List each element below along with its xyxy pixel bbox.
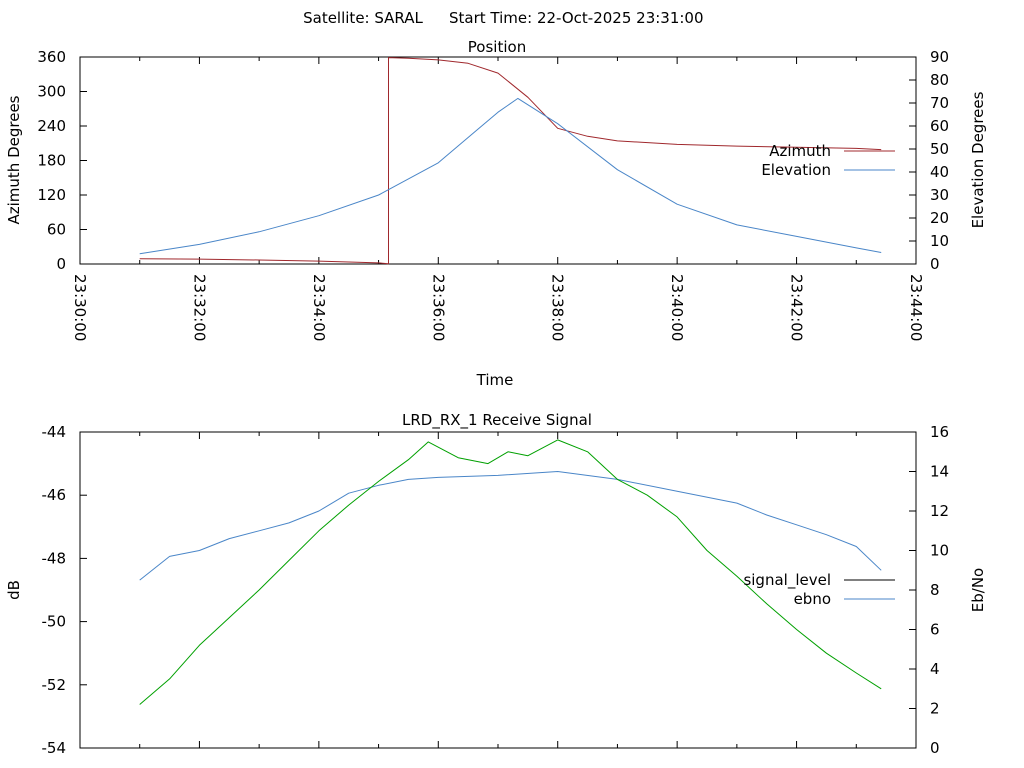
- position-y2-ticks: 0 10 20 30 40 50 60 70 80 90: [909, 48, 949, 273]
- y-tick-label: -52: [42, 676, 67, 694]
- y2-tick-label: 10: [930, 232, 949, 250]
- x-tick-label: 23:34:00: [310, 274, 328, 341]
- y-tick-label: -46: [42, 486, 67, 504]
- position-x-ticks: 23:30:00 23:32:00 23:34:00 23:36:00 23:38:00…: [71, 57, 925, 341]
- signal-x-ticks: [79, 432, 917, 748]
- y-tick-label: 180: [37, 152, 66, 170]
- y-tick-label: 360: [37, 48, 66, 66]
- y2-tick-label: 30: [930, 186, 949, 204]
- x-tick-label: 23:38:00: [549, 274, 567, 341]
- y2-tick-label: 0: [930, 255, 940, 273]
- y-tick-label: -54: [42, 739, 67, 757]
- series-line-azimuth: [139, 57, 882, 265]
- legend-signal-level-label: signal_level: [743, 571, 831, 590]
- legend-azimuth-label: Azimuth: [769, 142, 831, 160]
- y2-tick-label: 6: [930, 621, 940, 639]
- y-tick-label: 300: [37, 83, 66, 101]
- y2-tick-label: 10: [930, 542, 949, 560]
- y2-tick-label: 80: [930, 71, 949, 89]
- y-tick-label: 0: [56, 255, 66, 273]
- header-start-time: Start Time: 22-Oct-2025 23:31:00: [449, 9, 704, 27]
- y2-tick-label: 2: [930, 700, 940, 718]
- y2-tick-label: 50: [930, 140, 949, 158]
- y2-tick-label: 4: [930, 660, 940, 678]
- position-legend: Azimuth Elevation: [761, 142, 895, 179]
- position-x-axis-label: Time: [476, 371, 514, 389]
- x-tick-label: 23:44:00: [907, 274, 925, 341]
- position-y2-axis-label: Elevation Degrees: [969, 91, 987, 228]
- series-line-elevation: [139, 97, 882, 255]
- position-chart: Position 23:30:00 23:32:00 23:34:00 23:36:0…: [5, 38, 987, 389]
- x-tick-label: 23:42:00: [788, 274, 806, 341]
- signal-y2-ticks: 0 2 4 6 8 10 12 14 16: [909, 423, 949, 757]
- signal-series: [139, 439, 882, 705]
- y-tick-label: 60: [47, 221, 66, 239]
- x-tick-label: 23:30:00: [71, 274, 89, 341]
- position-y-ticks: 0 60 120 180 240 300 360: [37, 48, 87, 273]
- legend-elevation-label: Elevation: [761, 161, 831, 179]
- x-tick-label: 23:36:00: [429, 274, 447, 341]
- signal-y-axis-label: dB: [5, 580, 23, 600]
- y2-tick-label: 70: [930, 94, 949, 112]
- signal-y2-axis-label: Eb/No: [969, 568, 987, 612]
- signal-plot-frame: [79, 431, 917, 749]
- signal-legend: signal_level ebno: [743, 571, 895, 608]
- series-line-ebno: [139, 439, 882, 705]
- y2-tick-label: 16: [930, 423, 949, 441]
- y2-tick-label: 90: [930, 48, 949, 66]
- y2-tick-label: 12: [930, 502, 949, 520]
- signal-chart-title: LRD_RX_1 Receive Signal: [402, 411, 592, 430]
- position-series: [139, 57, 882, 265]
- y2-tick-label: 14: [930, 463, 949, 481]
- position-chart-title: Position: [468, 38, 526, 56]
- y2-tick-label: 40: [930, 163, 949, 181]
- y-tick-label: -48: [42, 549, 67, 567]
- y2-tick-label: 0: [930, 739, 940, 757]
- position-y-axis-label: Azimuth Degrees: [5, 95, 23, 224]
- legend-ebno-label: ebno: [794, 590, 831, 608]
- y-tick-label: 120: [37, 186, 66, 204]
- x-tick-label: 23:40:00: [668, 274, 686, 341]
- y-tick-label: -50: [42, 613, 67, 631]
- y2-tick-label: 20: [930, 209, 949, 227]
- y2-tick-label: 60: [930, 117, 949, 135]
- signal-y-ticks: -54 -52 -50 -48 -46 -44: [42, 423, 87, 757]
- header-satellite: Satellite: SARAL: [303, 9, 423, 27]
- x-tick-label: 23:32:00: [190, 274, 208, 341]
- y-tick-label: 240: [37, 117, 66, 135]
- series-line-signal-level: [139, 471, 882, 581]
- y2-tick-label: 8: [930, 581, 940, 599]
- y-tick-label: -44: [42, 423, 67, 441]
- signal-chart: LRD_RX_1 Receive Signal -54-52-50-48-46-…: [5, 411, 987, 757]
